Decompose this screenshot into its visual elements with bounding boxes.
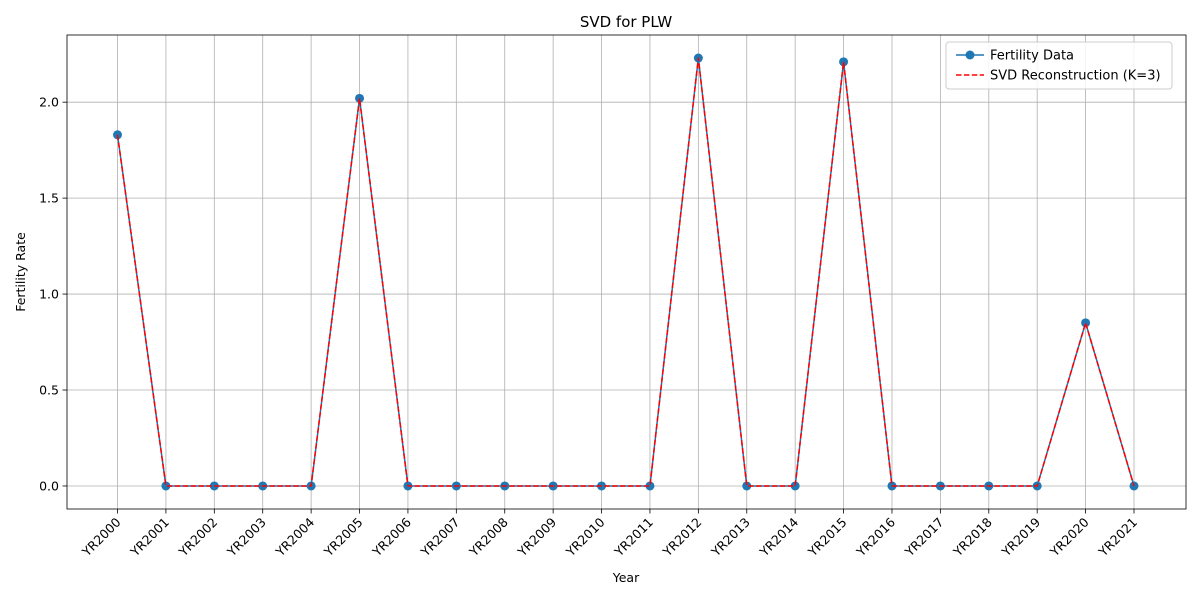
legend: Fertility Data SVD Reconstruction (K=3) bbox=[945, 41, 1173, 90]
x-tick-label: YR2018 bbox=[950, 514, 995, 559]
legend-entry-fertility-data: Fertility Data bbox=[956, 49, 1074, 64]
x-tick-label: YR2016 bbox=[853, 514, 898, 559]
y-tick-label: 0.0 bbox=[39, 478, 59, 493]
x-tick-label: YR2012 bbox=[659, 515, 704, 560]
legend-entry-svd-reconstruction: SVD Reconstruction (K=3) bbox=[956, 69, 1161, 84]
x-tick-label: YR2017 bbox=[901, 515, 946, 560]
data-point-fertility-data bbox=[161, 481, 171, 491]
y-tick-label: 2.0 bbox=[39, 95, 59, 110]
y-tick-label: 1.0 bbox=[39, 287, 59, 302]
x-tick-label: YR2005 bbox=[320, 515, 365, 560]
data-point-fertility-data bbox=[839, 57, 849, 67]
x-tick-label: YR2000 bbox=[78, 514, 123, 559]
series-fertility-data bbox=[113, 53, 1139, 491]
x-tick-label: YR2007 bbox=[417, 515, 462, 560]
series-line-svd-reconstruction-k-3 bbox=[116, 57, 1135, 487]
legend-box bbox=[945, 41, 1173, 90]
x-tick-label: YR2021 bbox=[1095, 515, 1140, 560]
x-axis-title: Year bbox=[612, 570, 640, 585]
x-tick-label: YR2019 bbox=[998, 514, 1043, 559]
x-tick-label: YR2014 bbox=[756, 514, 801, 559]
ticks: YR2000 YR2001 YR2002 YR2003 YR2004 YR2005 YR20… bbox=[39, 95, 1140, 560]
x-tick-label: YR2010 bbox=[562, 514, 607, 559]
x-tick-label: YR2006 bbox=[369, 514, 414, 559]
series-svd-reconstruction-k-3 bbox=[116, 57, 1135, 487]
data-point-fertility-data bbox=[1081, 318, 1091, 328]
legend-label-fertility-data: Fertility Data bbox=[990, 49, 1074, 64]
x-tick-label: YR2009 bbox=[514, 514, 559, 559]
x-tick-label: YR2020 bbox=[1046, 514, 1091, 559]
series-layer bbox=[113, 53, 1139, 491]
data-point-fertility-data bbox=[355, 93, 365, 103]
x-tick-label: YR2008 bbox=[466, 514, 511, 559]
x-tick-label: YR2013 bbox=[708, 515, 753, 560]
y-tick-label: 0.5 bbox=[39, 383, 59, 398]
axes bbox=[66, 34, 1187, 510]
legend-marker-fertility-data bbox=[965, 50, 975, 60]
data-point-fertility-data bbox=[742, 481, 752, 491]
y-tick-label: 1.5 bbox=[39, 191, 59, 206]
x-tick-label: YR2002 bbox=[175, 515, 220, 560]
plot-frame bbox=[66, 34, 1187, 510]
x-tick-label: YR2011 bbox=[611, 515, 656, 560]
data-point-fertility-data bbox=[790, 481, 800, 491]
grid bbox=[67, 35, 1186, 509]
x-tick-label: YR2001 bbox=[127, 515, 172, 560]
x-tick-label: YR2004 bbox=[272, 514, 317, 559]
data-point-fertility-data bbox=[645, 481, 655, 491]
chart-title: SVD for PLW bbox=[580, 13, 673, 31]
x-tick-label: YR2015 bbox=[804, 515, 849, 560]
y-axis-title: Fertility Rate bbox=[13, 232, 28, 312]
legend-label-svd-reconstruction: SVD Reconstruction (K=3) bbox=[990, 69, 1161, 84]
series-line-fertility-data bbox=[116, 57, 1135, 487]
x-tick-label: YR2003 bbox=[223, 515, 268, 560]
